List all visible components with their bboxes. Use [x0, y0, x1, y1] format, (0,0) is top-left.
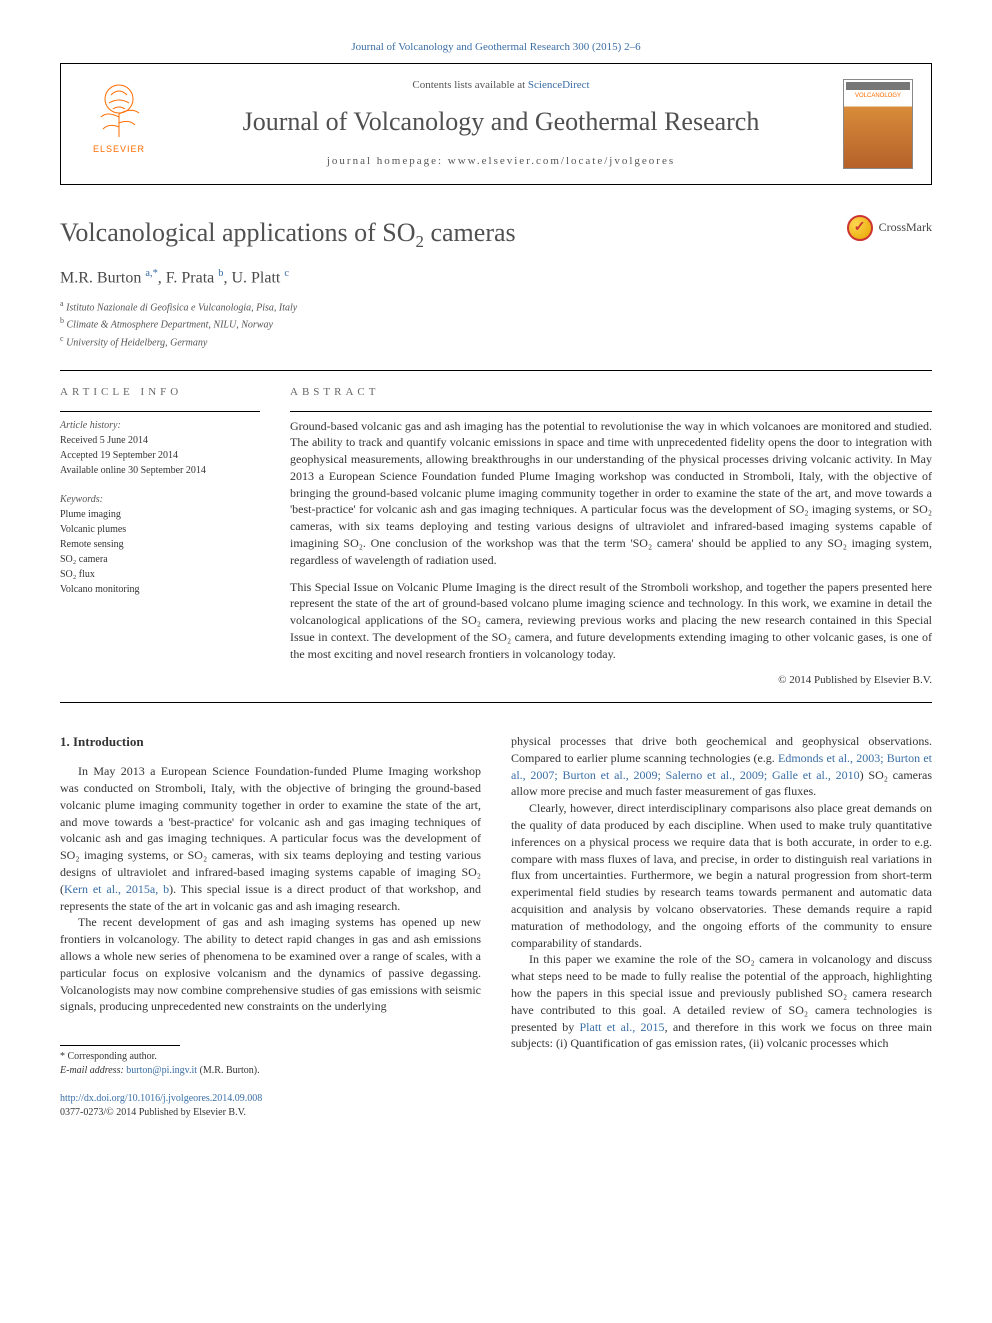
citation-link[interactable]: Platt et al., 2015 [579, 1020, 664, 1034]
body-columns: 1. Introduction In May 2013 a European S… [60, 733, 932, 1120]
body-col-right: physical processes that drive both geoch… [511, 733, 932, 1120]
author-1: M.R. Burton [60, 270, 145, 287]
article-title: Volcanological applications of SO2 camer… [60, 215, 932, 254]
doi-link[interactable]: http://dx.doi.org/10.1016/j.jvolgeores.2… [60, 1093, 262, 1104]
journal-cover-thumb: VOLCANOLOGY [843, 79, 913, 169]
affiliations: a Istituto Nazionale di Geofisica e Vulc… [60, 298, 932, 350]
elsevier-tree-icon [89, 79, 149, 139]
journal-name: Journal of Volcanology and Geothermal Re… [159, 104, 843, 140]
keyword: SO₂ flux [60, 567, 260, 582]
rule-top [60, 370, 932, 371]
affiliation-b: Climate & Atmosphere Department, NILU, N… [67, 320, 273, 331]
body-paragraph: Clearly, however, direct interdisciplina… [511, 800, 932, 951]
citation-link[interactable]: Kern et al., 2015a, b [64, 882, 169, 896]
abstract-p2: This Special Issue on Volcanic Plume Ima… [290, 579, 932, 663]
keyword: Volcano monitoring [60, 582, 260, 597]
keywords-label: Keywords: [60, 492, 260, 507]
keywords-list: Plume imaging Volcanic plumes Remote sen… [60, 507, 260, 597]
email-suffix: (M.R. Burton). [197, 1065, 260, 1076]
affiliation-c: University of Heidelberg, Germany [66, 337, 207, 348]
keyword: Remote sensing [60, 537, 260, 552]
abstract-label: abstract [290, 385, 932, 400]
crossmark-icon: ✓ [847, 215, 873, 241]
running-head-link[interactable]: Journal of Volcanology and Geothermal Re… [351, 41, 640, 53]
body-paragraph: The recent development of gas and ash im… [60, 914, 481, 1015]
history-received: Received 5 June 2014 [60, 433, 260, 448]
history-label: Article history: [60, 418, 260, 433]
contents-line: Contents lists available at ScienceDirec… [159, 78, 843, 93]
article-info-column: article info Article history: Received 5… [60, 385, 260, 688]
keyword: Volcanic plumes [60, 522, 260, 537]
author-list: M.R. Burton a,*, F. Prata b, U. Platt c [60, 267, 932, 290]
corr-author-note: * Corresponding author. [60, 1050, 481, 1064]
keyword: SO₂ camera [60, 552, 260, 567]
article-info-label: article info [60, 385, 260, 400]
running-head: Journal of Volcanology and Geothermal Re… [60, 40, 932, 55]
cover-label: VOLCANOLOGY [844, 92, 912, 100]
body-col-left: 1. Introduction In May 2013 a European S… [60, 733, 481, 1120]
author-2: F. Prata [166, 270, 219, 287]
footnote-block: * Corresponding author. E-mail address: … [60, 1045, 481, 1120]
author-3: U. Platt [231, 270, 284, 287]
abstract-p1: Ground-based volcanic gas and ash imagin… [290, 418, 932, 569]
crossmark-widget[interactable]: ✓ CrossMark [847, 215, 932, 241]
copyright-line: © 2014 Published by Elsevier B.V. [290, 673, 932, 688]
history-online: Available online 30 September 2014 [60, 463, 260, 478]
history-accepted: Accepted 19 September 2014 [60, 448, 260, 463]
email-label: E-mail address: [60, 1065, 126, 1076]
publisher-logo: ELSEVIER [79, 79, 159, 169]
crossmark-label: CrossMark [879, 219, 932, 236]
abstract-column: abstract Ground-based volcanic gas and a… [290, 385, 932, 688]
journal-homepage-url[interactable]: www.elsevier.com/locate/jvolgeores [448, 155, 675, 167]
publisher-name: ELSEVIER [93, 143, 145, 156]
corr-email-link[interactable]: burton@pi.ingv.it [126, 1065, 197, 1076]
masthead: ELSEVIER Contents lists available at Sci… [60, 63, 932, 184]
rule-bottom [60, 702, 932, 703]
affiliation-a: Istituto Nazionale di Geofisica e Vulcan… [66, 302, 297, 313]
keyword: Plume imaging [60, 507, 260, 522]
issn-copyright: 0377-0273/© 2014 Published by Elsevier B… [60, 1106, 481, 1120]
sciencedirect-link[interactable]: ScienceDirect [528, 79, 590, 91]
journal-homepage: journal homepage: www.elsevier.com/locat… [159, 154, 843, 169]
section-heading-1: 1. Introduction [60, 733, 481, 751]
